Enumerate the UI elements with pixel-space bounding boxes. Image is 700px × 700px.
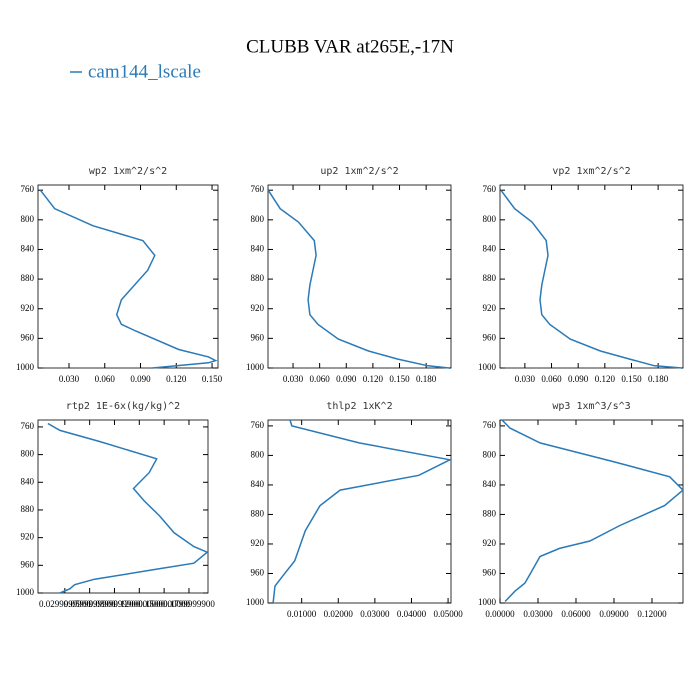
x-tick-label: 0.05000 [433,609,463,619]
x-tick-label: 0.01000 [287,609,317,619]
panel-title: wp2 1xm^2/s^2 [89,166,167,177]
x-tick-label: 0.06000 [561,609,591,619]
y-tick-label: 960 [483,332,497,342]
panel-title: thlp2 1xK^2 [326,401,392,412]
profile-line [272,419,453,604]
y-tick-label: 880 [251,273,265,283]
y-tick-label: 840 [251,479,265,489]
y-tick-label: 800 [483,449,497,459]
y-tick-label: 920 [483,303,497,313]
y-tick-label: 800 [251,449,265,459]
panel-title: up2 1xm^2/s^2 [320,166,398,177]
panel-title: rtp2 1E-6x(kg/kg)^2 [66,401,180,412]
x-tick-label: 0.030 [59,374,80,384]
y-tick-label: 760 [483,184,497,194]
x-tick-label: 0.180 [648,374,669,384]
x-tick-label: 0.090 [130,374,151,384]
profile-line [500,189,683,369]
y-tick-label: 760 [251,420,265,430]
y-tick-label: 920 [483,538,497,548]
y-tick-label: 880 [21,504,35,514]
y-tick-label: 880 [483,509,497,519]
y-tick-label: 920 [251,538,265,548]
x-tick-label: 0.02000 [324,609,354,619]
profile-line [47,422,209,594]
y-tick-label: 960 [21,559,35,569]
y-tick-label: 1000 [16,587,35,597]
y-tick-label: 840 [251,244,265,254]
x-tick-label: 0.1200000000 [113,599,165,609]
x-tick-label: 0.150 [389,374,410,384]
x-tick-label: 0.12000 [637,609,667,619]
y-tick-label: 1000 [478,362,497,372]
y-tick-label: 840 [483,479,497,489]
y-tick-label: 760 [21,421,35,431]
panel-title: vp2 1xm^2/s^2 [552,166,630,177]
plot-frame [37,184,219,369]
y-tick-label: 1000 [246,597,265,607]
x-tick-label: 0.03000 [523,609,553,619]
y-tick-label: 1000 [246,362,265,372]
y-tick-label: 920 [251,303,265,313]
plot-frame [499,184,684,369]
y-tick-label: 880 [21,273,35,283]
y-tick-label: 880 [251,509,265,519]
x-tick-label: 0.090 [336,374,357,384]
y-tick-label: 920 [21,532,35,542]
x-tick-label: 0.0899999900 [89,599,141,609]
plot-frame [267,184,452,369]
y-tick-label: 960 [251,568,265,578]
y-tick-label: 800 [483,214,497,224]
y-tick-label: 760 [251,184,265,194]
x-tick-label: 0.03000 [360,609,390,619]
x-tick-label: 0.120 [595,374,616,384]
panel-title: wp3 1xm^3/s^3 [552,401,630,412]
y-tick-label: 960 [21,332,35,342]
x-tick-label: 0.060 [310,374,331,384]
figure-title: CLUBB VAR at265E,-17N [246,36,454,57]
y-tick-label: 960 [251,332,265,342]
y-tick-label: 800 [21,214,35,224]
y-tick-label: 1000 [478,597,497,607]
x-tick-label: 0.0599999900 [64,599,116,609]
profile-line [267,189,450,369]
y-tick-label: 800 [251,214,265,224]
legend-label: cam144_lscale [88,61,201,82]
x-tick-label: 0.030 [515,374,536,384]
x-tick-label: 0.00000 [485,609,515,619]
profile-line [501,419,685,603]
x-tick-label: 0.150 [621,374,642,384]
plot-frame [499,419,684,604]
y-tick-label: 880 [483,273,497,283]
y-tick-label: 800 [21,449,35,459]
y-tick-label: 840 [21,476,35,486]
x-tick-label: 0.060 [95,374,116,384]
profile-line [39,189,218,369]
x-tick-label: 0.120 [166,374,187,384]
plot-frame [267,419,452,604]
x-tick-label: 0.0299999900 [39,599,91,609]
x-tick-label: 0.120 [363,374,384,384]
x-tick-label: 0.04000 [397,609,427,619]
y-tick-label: 760 [21,184,35,194]
plot-frame [37,419,209,594]
y-tick-label: 840 [21,244,35,254]
x-tick-label: 0.060 [541,374,562,384]
y-tick-label: 920 [21,303,35,313]
x-tick-label: 0.09000 [599,609,629,619]
x-tick-label: 0.180 [416,374,437,384]
x-tick-label: 0.030 [283,374,304,384]
y-tick-label: 840 [483,244,497,254]
y-tick-label: 1000 [16,362,35,372]
y-tick-label: 760 [483,420,497,430]
x-tick-label: 0.1799999900 [163,599,215,609]
x-tick-label: 0.1500000000 [138,599,190,609]
x-tick-label: 0.150 [202,374,223,384]
y-tick-label: 960 [483,568,497,578]
x-tick-label: 0.090 [568,374,589,384]
